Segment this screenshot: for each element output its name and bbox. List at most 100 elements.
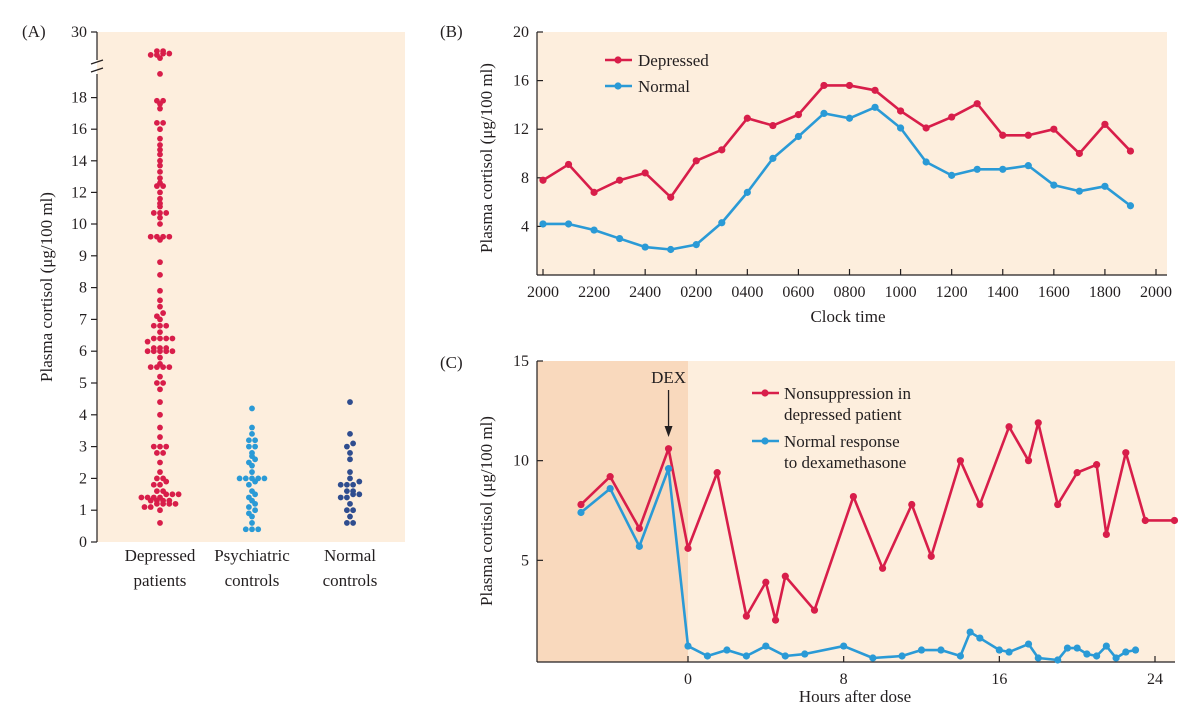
panel-c-y-axis-label: Plasma cortisol (μg/100 ml) — [477, 416, 496, 606]
data-point — [347, 456, 353, 463]
data-point — [723, 646, 731, 654]
data-point — [1126, 202, 1135, 210]
data-point — [157, 175, 163, 182]
data-point — [1101, 182, 1109, 190]
data-point — [147, 497, 154, 504]
dex-annotation-label: DEX — [651, 368, 686, 387]
data-point — [160, 380, 167, 386]
data-point — [1102, 642, 1110, 650]
data-point — [163, 335, 170, 342]
data-point — [160, 119, 167, 126]
data-point — [769, 121, 777, 130]
series-line — [543, 106, 1132, 251]
data-point — [157, 399, 163, 405]
data-point — [590, 226, 598, 234]
data-point — [356, 491, 363, 498]
data-point — [246, 443, 252, 450]
panel-c-legend: Nonsuppression in depressed patient Normal… — [752, 384, 912, 472]
data-point — [157, 189, 163, 196]
data-point — [157, 259, 163, 266]
data-point — [577, 500, 585, 509]
data-point — [246, 437, 252, 444]
data-point — [252, 443, 258, 450]
legend-label-line1: Nonsuppression in — [784, 384, 912, 403]
data-point — [249, 520, 255, 526]
panel-b: 4 8 12 16 20 2000 2200 2400 0200 0400 0600 0800 1000… — [440, 22, 1172, 326]
data-point — [922, 124, 930, 132]
dex-arrowhead-icon — [664, 426, 673, 437]
data-point — [771, 616, 780, 624]
data-point — [840, 642, 848, 650]
data-point — [150, 348, 157, 355]
y-tick-label: 2 — [79, 470, 87, 487]
data-point — [794, 111, 803, 119]
data-point — [157, 135, 163, 142]
data-point — [175, 491, 182, 498]
panel-c-x-axis-label: Hours after dose — [799, 687, 911, 706]
x-tick-label: 0400 — [731, 284, 763, 301]
data-point — [157, 203, 163, 210]
data-point — [154, 183, 160, 189]
data-point — [713, 469, 721, 477]
panel-b-y-axis-label: Plasma cortisol (μg/100 ml) — [477, 63, 496, 253]
data-point — [1054, 500, 1062, 509]
data-point — [252, 478, 258, 485]
category-label-line2: controls — [225, 571, 280, 590]
data-point — [141, 504, 148, 510]
data-point — [157, 210, 163, 216]
data-point — [810, 606, 819, 614]
data-point — [157, 481, 163, 488]
data-point — [641, 243, 649, 251]
x-tick-label: 1800 — [1089, 284, 1121, 301]
data-point — [138, 494, 145, 501]
data-point — [157, 386, 163, 393]
data-point — [160, 310, 167, 316]
y-tick-label: 5 — [521, 552, 529, 569]
data-point — [154, 488, 160, 495]
data-point — [150, 335, 157, 342]
data-point — [692, 157, 700, 165]
data-point — [249, 469, 255, 475]
data-point — [539, 176, 547, 184]
y-tick-label: 12 — [71, 184, 87, 201]
data-point — [976, 500, 984, 509]
x-tick-label: 8 — [840, 671, 848, 688]
data-point — [157, 434, 163, 440]
data-point — [154, 380, 160, 386]
data-point — [635, 542, 643, 550]
data-point — [577, 508, 585, 517]
axis-break-icon — [90, 59, 104, 73]
data-point — [1024, 457, 1033, 465]
data-point — [606, 484, 614, 493]
x-tick-label: 1200 — [936, 284, 968, 301]
data-point — [1126, 147, 1135, 155]
x-tick-label: 2200 — [578, 284, 610, 301]
category-label-line1: Psychiatric — [214, 546, 290, 565]
data-point — [664, 445, 673, 453]
x-tick-label: 0800 — [834, 284, 866, 301]
data-point — [743, 114, 751, 122]
data-point — [166, 233, 173, 240]
panel-c-axes: 5 10 15 0 8 16 24 — [513, 353, 1175, 688]
data-point — [157, 55, 163, 61]
data-point — [616, 234, 624, 243]
data-point — [144, 348, 151, 355]
y-tick-label: 1 — [79, 502, 87, 519]
x-tick-label: 2000 — [1140, 284, 1172, 301]
legend-label-line2: to dexamethasone — [784, 453, 906, 472]
data-point — [927, 552, 935, 560]
data-point — [1102, 530, 1110, 539]
data-point — [871, 86, 879, 94]
data-point — [147, 52, 154, 58]
data-point — [147, 233, 154, 240]
data-point — [157, 373, 163, 380]
panel-a-y-axis-label: Plasma cortisol (μg/100 ml) — [37, 192, 56, 382]
data-point — [249, 405, 255, 412]
data-point — [344, 520, 350, 526]
data-point — [616, 176, 624, 184]
data-point — [157, 443, 163, 450]
data-point — [249, 430, 255, 437]
x-tick-label: 1000 — [885, 284, 917, 301]
